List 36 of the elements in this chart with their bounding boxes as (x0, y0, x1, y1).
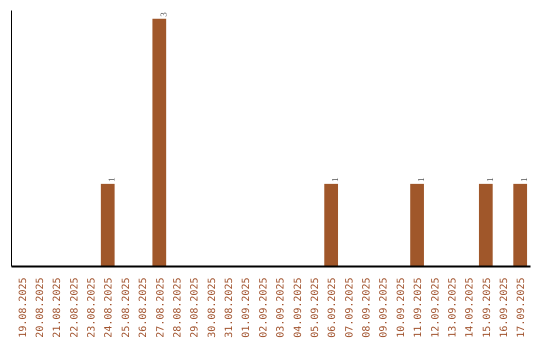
x-tick-label: 06.09.2025 (327, 277, 338, 338)
x-tick-label: 01.09.2025 (241, 277, 252, 338)
data-label: 1 (484, 177, 495, 182)
data-label: 1 (106, 177, 117, 182)
data-label: 1 (416, 177, 426, 182)
x-tick-label: 05.09.2025 (310, 277, 321, 338)
x-tick-label: 23.08.2025 (86, 277, 98, 338)
x-tick-label: 08.09.2025 (362, 277, 373, 338)
x-tick-label: 17.09.2025 (516, 277, 528, 338)
x-tick-label: 10.09.2025 (396, 277, 407, 338)
x-tick-label: 27.08.2025 (155, 277, 166, 338)
x-tick-label: 14.09.2025 (464, 277, 476, 338)
data-label: 1 (519, 177, 530, 182)
x-tick-label: 15.09.2025 (482, 277, 493, 338)
x-tick-label: 22.08.2025 (69, 277, 80, 338)
x-tick-label: 03.09.2025 (276, 277, 287, 338)
x-tick-label: 19.08.2025 (18, 277, 29, 338)
x-tick-label: 30.08.2025 (206, 277, 218, 338)
data-label: 3 (158, 12, 168, 17)
x-tick-label: 31.08.2025 (224, 277, 236, 338)
x-tick-label: 07.09.2025 (344, 277, 356, 338)
x-tick-label: 20.08.2025 (34, 277, 46, 338)
x-tick-label: 24.08.2025 (104, 277, 115, 338)
x-tick-label: 04.09.2025 (292, 277, 304, 338)
x-tick-label: 12.09.2025 (430, 277, 442, 338)
x-tick-label: 29.08.2025 (190, 277, 201, 338)
data-label: 1 (330, 177, 340, 182)
x-tick-label: 26.08.2025 (138, 277, 150, 338)
x-tick-label: 25.08.2025 (120, 277, 132, 338)
x-tick-label: 11.09.2025 (413, 277, 424, 338)
x-tick-label: 28.08.2025 (172, 277, 184, 338)
x-tick-label: 02.09.2025 (258, 277, 270, 338)
x-tick-label: 16.09.2025 (499, 277, 510, 338)
x-tick-label: 21.08.2025 (52, 277, 64, 338)
x-tick-label: 13.09.2025 (447, 277, 458, 338)
x-tick-label: 09.09.2025 (378, 277, 390, 338)
